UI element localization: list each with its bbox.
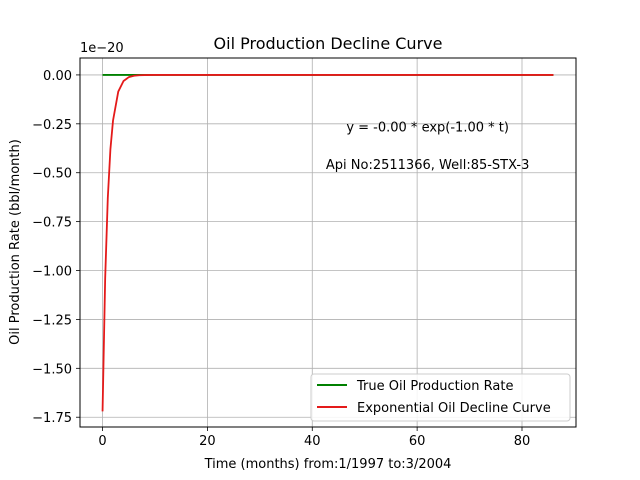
series-line-decline-curve (101, 74, 554, 412)
y-axis: 0.00 −0.25 −0.50 −0.75 −1.00 −1.25 −1.50 −1.75 (32, 69, 80, 426)
legend: True Oil Production Rate Exponential Oil… (310, 373, 571, 422)
x-tick-label: 80 (514, 434, 531, 449)
x-tick-label: 60 (409, 434, 426, 449)
y-tick-label: −0.50 (32, 167, 72, 182)
legend-box (310, 373, 571, 422)
y-tick-label: −1.25 (32, 313, 72, 328)
x-tick-label: 0 (98, 434, 106, 449)
annotations: y = -0.00 * exp(-1.00 * t) Api No:2511366… (326, 121, 529, 173)
x-axis: 0 20 40 60 80 (98, 427, 530, 449)
series-group (101, 74, 554, 412)
grid (80, 58, 576, 427)
fit-equation-annotation: y = -0.00 * exp(-1.00 * t) (346, 121, 509, 136)
legend-label-decline-curve: Exponential Oil Decline Curve (357, 401, 551, 416)
y-tick-label: −1.00 (32, 265, 72, 280)
y-tick-label: −0.75 (32, 216, 72, 231)
y-tick-label: 0.00 (43, 69, 72, 84)
chart-title: Oil Production Decline Curve (214, 34, 443, 53)
y-tick-label: −0.25 (32, 118, 72, 133)
y-tick-label: −1.50 (32, 362, 72, 377)
x-tick-label: 40 (304, 434, 321, 449)
well-info-annotation: Api No:2511366, Well:85-STX-3 (326, 158, 529, 173)
legend-label-true-rate: True Oil Production Rate (356, 379, 513, 394)
y-offset-label: 1e−20 (80, 41, 124, 56)
y-tick-label: −1.75 (32, 411, 72, 426)
x-axis-label: Time (months) from:1/1997 to:3/2004 (204, 457, 452, 472)
y-axis-label: Oil Production Rate (bbl/month) (8, 139, 23, 345)
x-tick-label: 20 (199, 434, 216, 449)
plot-frame (79, 57, 577, 428)
